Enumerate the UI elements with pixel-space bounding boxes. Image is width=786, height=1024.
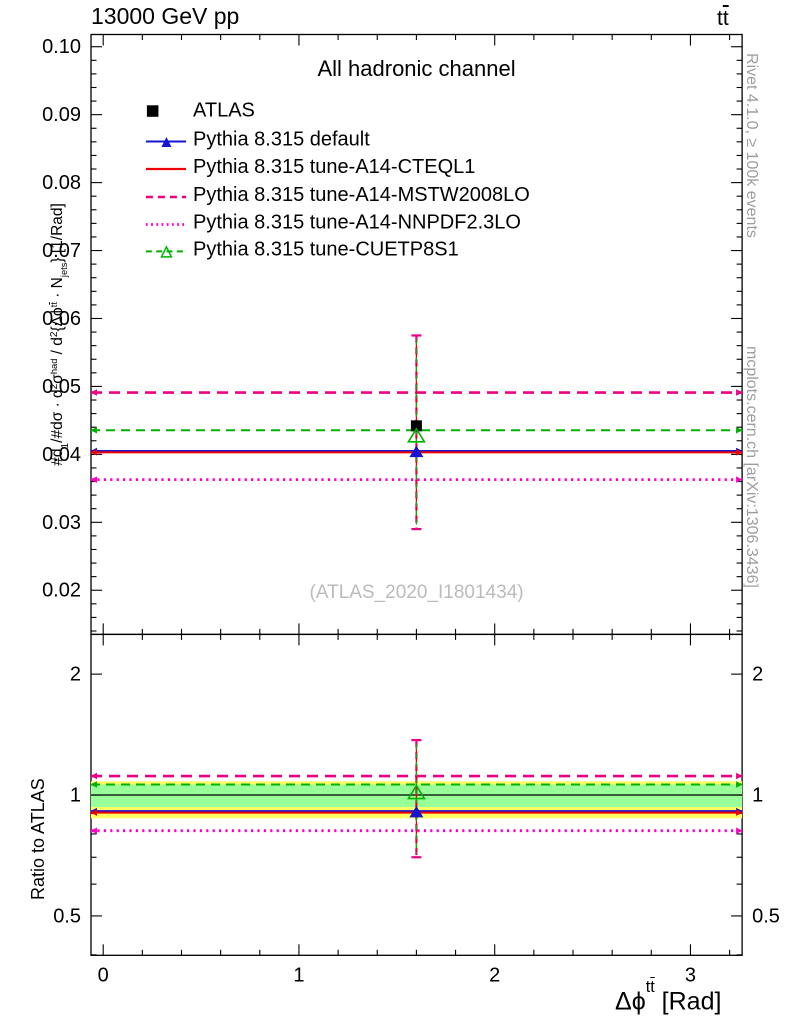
svg-text:Pythia 8.315 tune-CUETP8S1: Pythia 8.315 tune-CUETP8S1 bbox=[193, 238, 459, 260]
svg-text:2: 2 bbox=[70, 664, 81, 686]
svg-text:0.02: 0.02 bbox=[42, 580, 81, 602]
svg-text:Pythia 8.315 tune-A14-MSTW2008: Pythia 8.315 tune-A14-MSTW2008LO bbox=[193, 184, 530, 206]
svg-text:0: 0 bbox=[98, 964, 109, 986]
svg-text:2: 2 bbox=[752, 664, 763, 686]
svg-text:Pythia 8.315 tune-A14-NNPDF2.3: Pythia 8.315 tune-A14-NNPDF2.3LO bbox=[193, 212, 521, 234]
svg-text:0.09: 0.09 bbox=[42, 104, 81, 126]
svg-text:Pythia 8.315 default: Pythia 8.315 default bbox=[193, 129, 370, 151]
svg-text:0.5: 0.5 bbox=[53, 905, 81, 927]
svg-text:13000 GeV pp: 13000 GeV pp bbox=[91, 3, 239, 29]
svg-text:All hadronic channel: All hadronic channel bbox=[317, 56, 515, 81]
svg-text:1: 1 bbox=[293, 964, 304, 986]
svg-text:0.08: 0.08 bbox=[42, 172, 81, 194]
svg-text:1: 1 bbox=[70, 785, 81, 807]
svg-text:2: 2 bbox=[489, 964, 500, 986]
svg-text:3: 3 bbox=[685, 964, 696, 986]
svg-text:Pythia 8.315 tune-A14-CTEQL1: Pythia 8.315 tune-A14-CTEQL1 bbox=[193, 156, 475, 178]
svg-text:0.10: 0.10 bbox=[42, 36, 81, 58]
svg-text:1: 1 bbox=[752, 785, 763, 807]
svg-text:0.5: 0.5 bbox=[752, 905, 780, 927]
svg-text:(ATLAS_2020_I1801434): (ATLAS_2020_I1801434) bbox=[310, 582, 524, 603]
svg-text:0.03: 0.03 bbox=[42, 512, 81, 534]
svg-text:ATLAS: ATLAS bbox=[193, 99, 255, 121]
